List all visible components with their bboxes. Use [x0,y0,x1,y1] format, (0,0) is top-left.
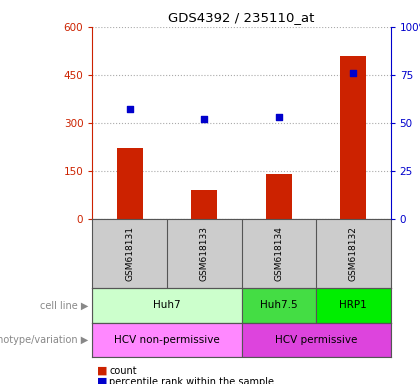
Text: HRP1: HRP1 [339,300,367,310]
Text: ■: ■ [97,366,107,376]
Bar [92,323,242,357]
Text: HCV non-permissive: HCV non-permissive [114,335,220,345]
Title: GDS4392 / 235110_at: GDS4392 / 235110_at [168,11,315,24]
Point [201,116,207,122]
Bar [117,149,143,219]
Text: HCV permissive: HCV permissive [275,335,357,345]
Text: cell line ▶: cell line ▶ [40,300,88,310]
Text: Huh7.5: Huh7.5 [260,300,298,310]
Text: GSM618134: GSM618134 [274,226,283,281]
Text: GSM618132: GSM618132 [349,226,358,281]
Bar [340,56,366,219]
Point [126,106,133,113]
Point [276,114,282,120]
Text: genotype/variation ▶: genotype/variation ▶ [0,335,88,345]
Text: count: count [109,366,137,376]
Text: percentile rank within the sample: percentile rank within the sample [109,377,274,384]
Text: GSM618133: GSM618133 [200,226,209,281]
Bar [241,323,391,357]
Text: Huh7: Huh7 [153,300,181,310]
Bar [191,190,217,219]
Text: ■: ■ [97,377,107,384]
Text: GSM618131: GSM618131 [125,226,134,281]
Bar [316,288,391,323]
Point [350,70,357,76]
Bar [92,288,242,323]
Bar [241,288,316,323]
Bar [266,174,292,219]
